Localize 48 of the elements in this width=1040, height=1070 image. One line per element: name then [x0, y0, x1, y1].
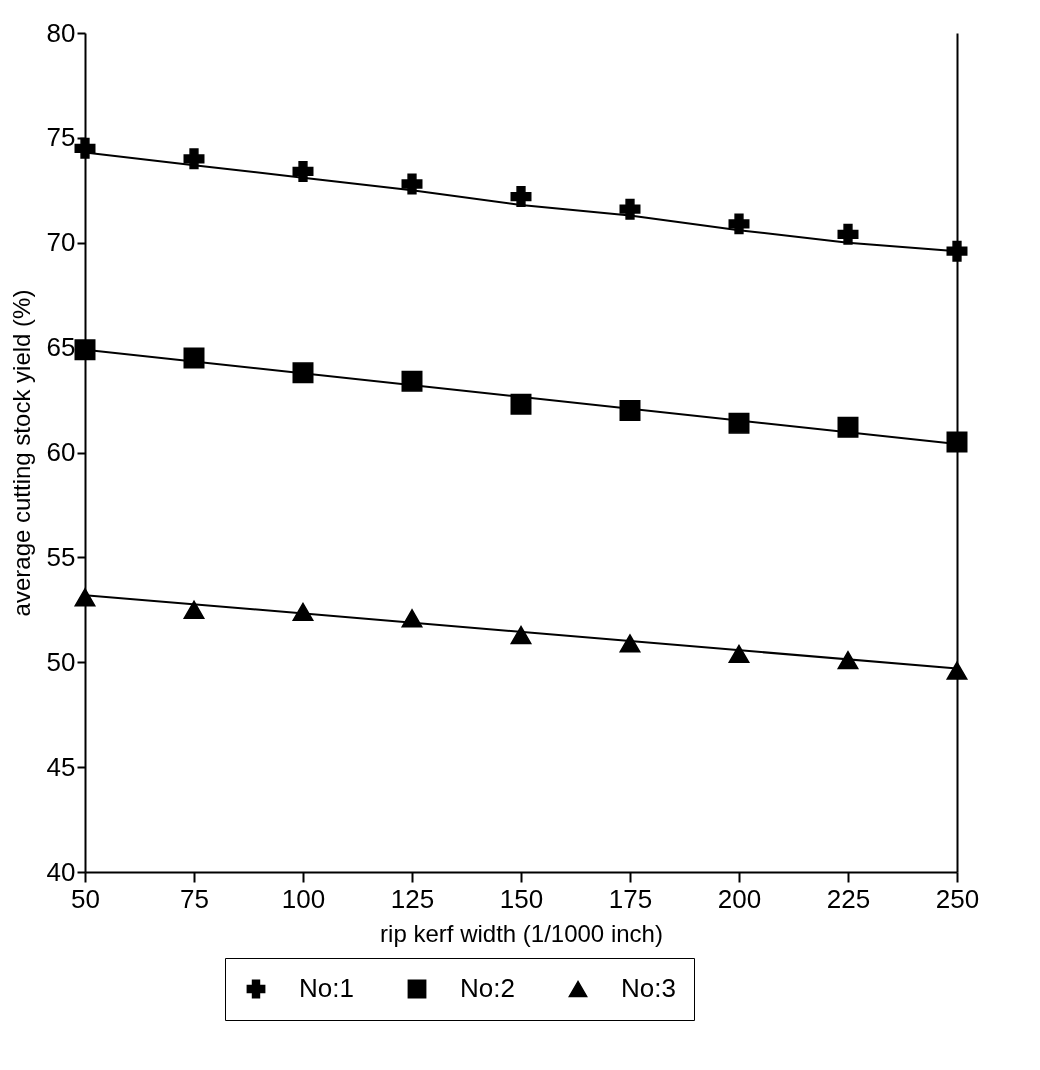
y-tick-label: 50 [46, 646, 76, 677]
point [946, 431, 968, 453]
legend-label: No:1 [299, 973, 354, 1003]
point [74, 137, 96, 159]
y-tick-label: 75 [46, 122, 76, 153]
y-tick-label: 80 [46, 17, 76, 48]
point [401, 370, 423, 392]
point [74, 339, 96, 361]
point [837, 650, 859, 670]
x-tick-label: 175 [608, 883, 653, 914]
point [74, 588, 96, 607]
x-tick-label: 100 [281, 883, 326, 914]
point [292, 362, 314, 384]
point [837, 223, 859, 245]
point [728, 644, 750, 664]
point [728, 412, 750, 434]
y-axis-title: average cutting stock yield (%) [7, 289, 35, 617]
legend-label: No:2 [460, 973, 515, 1003]
point [619, 400, 641, 422]
x-tick-label: 250 [935, 883, 980, 914]
legend-label: No:3 [621, 973, 676, 1003]
point [510, 393, 532, 415]
x-tick-label: 125 [390, 883, 435, 914]
point [510, 625, 532, 645]
point [183, 347, 205, 369]
point [292, 160, 314, 182]
y-tick-label: 70 [46, 227, 76, 258]
y-tick-label: 65 [46, 332, 76, 363]
point [510, 186, 532, 208]
point [728, 213, 750, 235]
point [837, 416, 859, 438]
point [183, 148, 205, 170]
x-tick-label: 75 [180, 883, 209, 914]
x-tick-label: 150 [499, 883, 544, 914]
point [401, 609, 423, 628]
point [401, 173, 423, 195]
point [946, 240, 968, 262]
y-tick-label: 55 [46, 541, 76, 572]
x-tick-label: 200 [717, 883, 762, 914]
point [619, 198, 641, 220]
point [183, 600, 205, 619]
y-tick-label: 60 [46, 437, 76, 467]
x-tick-label: 225 [826, 883, 871, 914]
point [619, 634, 641, 653]
point [292, 602, 314, 622]
x-axis-title: rip kerf width (1/1000 inch) [380, 919, 663, 947]
point [946, 661, 968, 680]
y-tick-label: 45 [46, 751, 76, 782]
